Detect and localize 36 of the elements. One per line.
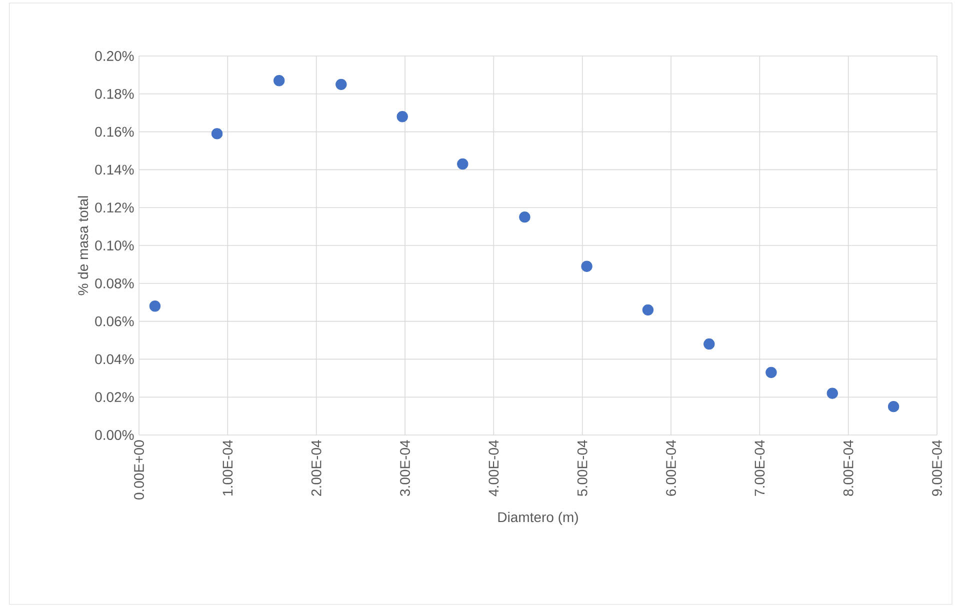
- point: [888, 400, 900, 412]
- x-tick-label: 1.00E-04: [222, 440, 233, 496]
- y-axis-title: % de masa total: [78, 196, 88, 296]
- point: [211, 128, 223, 140]
- point: [457, 158, 468, 170]
- x-tick-label: 0.00E+00: [134, 440, 144, 500]
- y-tick-label: 0.08%: [95, 278, 134, 288]
- y-tick-label: 0.18%: [95, 88, 134, 99]
- y-tick-label: 0.02%: [95, 392, 134, 402]
- point: [336, 78, 347, 90]
- x-tick-label: 5.00E-04: [577, 440, 588, 496]
- x-tick-label: 7.00E-04: [754, 440, 765, 496]
- y-tick-label: 0.00%: [95, 430, 134, 440]
- point: [581, 260, 592, 272]
- point: [826, 388, 838, 399]
- x-tick-label: 8.00E-04: [843, 440, 854, 496]
- x-tick-label: 4.00E-04: [488, 440, 499, 496]
- x-tick-label: 9.00E-04: [932, 440, 942, 496]
- point: [149, 300, 161, 312]
- point: [273, 75, 285, 86]
- y-tick-label: 0.20%: [95, 51, 134, 61]
- point: [519, 211, 530, 223]
- x-tick-label: 6.00E-04: [666, 440, 676, 496]
- x-tick-label: 2.00E-04: [311, 440, 322, 496]
- point: [642, 304, 654, 316]
- point: [766, 366, 777, 378]
- y-tick-label: 0.06%: [95, 316, 134, 326]
- y-tick-label: 0.16%: [95, 126, 134, 137]
- y-tick-label: 0.04%: [95, 354, 134, 364]
- point: [704, 338, 715, 350]
- point: [396, 111, 408, 122]
- y-tick-label: 0.12%: [95, 202, 134, 213]
- x-tick-label: 3.00E-04: [400, 440, 410, 496]
- y-tick-label: 0.10%: [95, 240, 134, 250]
- x-axis-title: Diamtero (m): [498, 512, 578, 525]
- y-tick-label: 0.14%: [95, 164, 134, 175]
